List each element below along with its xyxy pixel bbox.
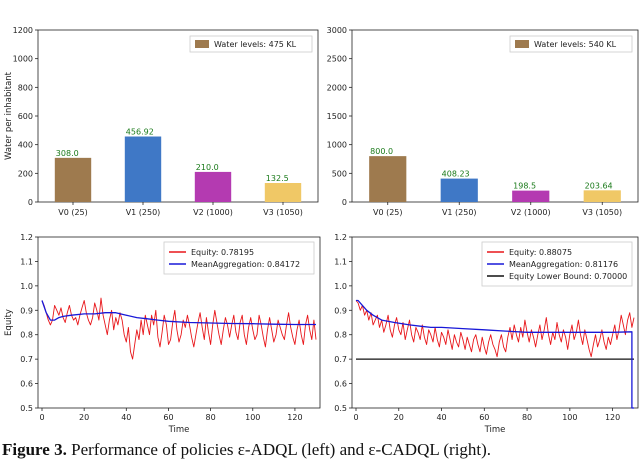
legend-label-equity: Equity: 0.88075 bbox=[509, 248, 572, 257]
x-tick-label: 20 bbox=[79, 413, 89, 422]
y-tick-label: 0 bbox=[28, 198, 33, 207]
bar-1 bbox=[440, 178, 478, 202]
x-tick-label: 60 bbox=[479, 413, 489, 422]
y-tick-label: 0.7 bbox=[334, 355, 347, 364]
x-tick-label: V1 (250) bbox=[126, 208, 161, 217]
bar-chart-adql: 0 200 400 600 800 1000 1200 Water per inhabitan… bbox=[4, 26, 319, 217]
y-tick-label: 1.2 bbox=[20, 233, 33, 242]
x-tick-label: V3 (1050) bbox=[263, 208, 303, 217]
y-tick-label: 200 bbox=[18, 169, 33, 178]
legend-box bbox=[509, 35, 633, 53]
y-tick-label: 600 bbox=[18, 112, 33, 121]
bar-value-label: 800.0 bbox=[370, 147, 393, 156]
y-tick-label: 3000 bbox=[327, 26, 347, 35]
x-tick-label: 40 bbox=[121, 413, 131, 422]
y-tick-label: 2500 bbox=[327, 55, 347, 64]
y-tick-label: 1.1 bbox=[20, 257, 33, 266]
bar-0 bbox=[54, 157, 92, 202]
bar-3 bbox=[264, 183, 302, 202]
y-tick-label: 2000 bbox=[327, 83, 347, 92]
legend-swatch bbox=[515, 40, 529, 48]
y-tick-label: 400 bbox=[18, 141, 33, 150]
x-tick-label: 120 bbox=[605, 413, 620, 422]
y-axis-label: Equity bbox=[4, 309, 14, 336]
caption-text: Performance of policies ε-ADQL (left) an… bbox=[71, 440, 492, 459]
bar-value-label: 408.23 bbox=[442, 170, 470, 179]
y-tick-label: 1.2 bbox=[334, 233, 347, 242]
x-tick-label: 100 bbox=[562, 413, 577, 422]
y-tick-label: 500 bbox=[332, 169, 347, 178]
x-tick-label: V2 (1000) bbox=[193, 208, 233, 217]
bar-value-label: 308.0 bbox=[56, 149, 79, 158]
y-axis-label: Water per inhabitant bbox=[4, 71, 14, 160]
y-tick-label: 0.8 bbox=[334, 331, 347, 340]
series-mean-line bbox=[356, 299, 634, 409]
y-tick-label: 0.6 bbox=[334, 380, 347, 389]
bar-chart-cadql: 0 500 1000 1500 2000 2500 3000 800.0 V0 (25) 408.… bbox=[327, 26, 639, 217]
x-tick-label: 40 bbox=[436, 413, 446, 422]
x-tick-label: V3 (1050) bbox=[582, 208, 622, 217]
series-equity-line bbox=[355, 300, 635, 358]
y-tick-label: 0.9 bbox=[334, 306, 347, 315]
bar-2 bbox=[512, 190, 550, 202]
line-chart-adql: 0.5 0.6 0.7 0.8 0.9 1.0 1.1 1.2 Equity 0 20 40 60 80 1… bbox=[4, 233, 321, 435]
legend-label: Water levels: 540 KL bbox=[534, 40, 617, 49]
bar-value-label: 456.92 bbox=[126, 128, 154, 137]
legend-label-bound: Equity Lower Bound: 0.70000 bbox=[509, 272, 627, 281]
x-tick-label: 80 bbox=[206, 413, 216, 422]
legend-label: Water levels: 475 KL bbox=[214, 40, 297, 49]
y-tick-label: 1000 bbox=[13, 55, 33, 64]
y-tick-label: 1.1 bbox=[334, 257, 347, 266]
bar-0 bbox=[369, 156, 407, 202]
legend-box bbox=[481, 241, 633, 287]
legend-box bbox=[189, 35, 313, 53]
x-tick-label: 60 bbox=[163, 413, 173, 422]
figure-caption: Figure 3. Performance of policies ε-ADQL… bbox=[2, 440, 640, 460]
x-axis-label: Time bbox=[168, 425, 190, 435]
y-tick-label: 0.8 bbox=[20, 331, 33, 340]
legend-box bbox=[163, 241, 315, 275]
y-tick-label: 1000 bbox=[327, 141, 347, 150]
bar-3 bbox=[583, 190, 621, 202]
y-tick-label: 0.5 bbox=[334, 404, 347, 413]
x-tick-label: V1 (250) bbox=[442, 208, 477, 217]
x-tick-label: 100 bbox=[245, 413, 260, 422]
x-axis-label: Time bbox=[484, 425, 506, 435]
y-tick-label: 0.7 bbox=[20, 355, 33, 364]
y-tick-label: 0 bbox=[342, 198, 347, 207]
legend-swatch bbox=[195, 40, 209, 48]
y-tick-label: 800 bbox=[18, 83, 33, 92]
x-tick-label: 0 bbox=[39, 413, 44, 422]
y-tick-label: 0.9 bbox=[20, 306, 33, 315]
x-tick-label: 80 bbox=[522, 413, 532, 422]
x-tick-label: V2 (1000) bbox=[511, 208, 551, 217]
series-mean-line bbox=[41, 300, 316, 326]
y-tick-label: 0.6 bbox=[20, 380, 33, 389]
bar-value-label: 132.5 bbox=[266, 174, 289, 183]
x-tick-label: 120 bbox=[287, 413, 302, 422]
x-tick-label: 20 bbox=[394, 413, 404, 422]
x-tick-label: V0 (25) bbox=[58, 208, 88, 217]
x-tick-label: 0 bbox=[353, 413, 358, 422]
y-tick-label: 0.5 bbox=[20, 404, 33, 413]
x-tick-label: V0 (25) bbox=[373, 208, 403, 217]
bar-value-label: 203.64 bbox=[585, 181, 613, 190]
bar-2 bbox=[194, 171, 232, 202]
bar-value-label: 198.5 bbox=[513, 182, 536, 191]
legend-label-mean: MeanAggregation: 0.84172 bbox=[191, 260, 300, 269]
legend-label-equity: Equity: 0.78195 bbox=[191, 248, 254, 257]
y-tick-label: 1200 bbox=[13, 26, 33, 35]
line-chart-cadql: 0.5 0.6 0.7 0.8 0.9 1.0 1.1 1.2 0 20 40 60 80 100 120 T… bbox=[334, 233, 639, 435]
y-tick-label: 1.0 bbox=[334, 282, 347, 291]
series-equity-line bbox=[41, 297, 317, 360]
y-tick-label: 1.0 bbox=[20, 282, 33, 291]
bar-value-label: 210.0 bbox=[196, 163, 219, 172]
y-tick-label: 1500 bbox=[327, 112, 347, 121]
bar-1 bbox=[124, 136, 162, 202]
caption-label: Figure 3. bbox=[2, 440, 67, 459]
legend-label-mean: MeanAggregation: 0.81176 bbox=[509, 260, 618, 269]
